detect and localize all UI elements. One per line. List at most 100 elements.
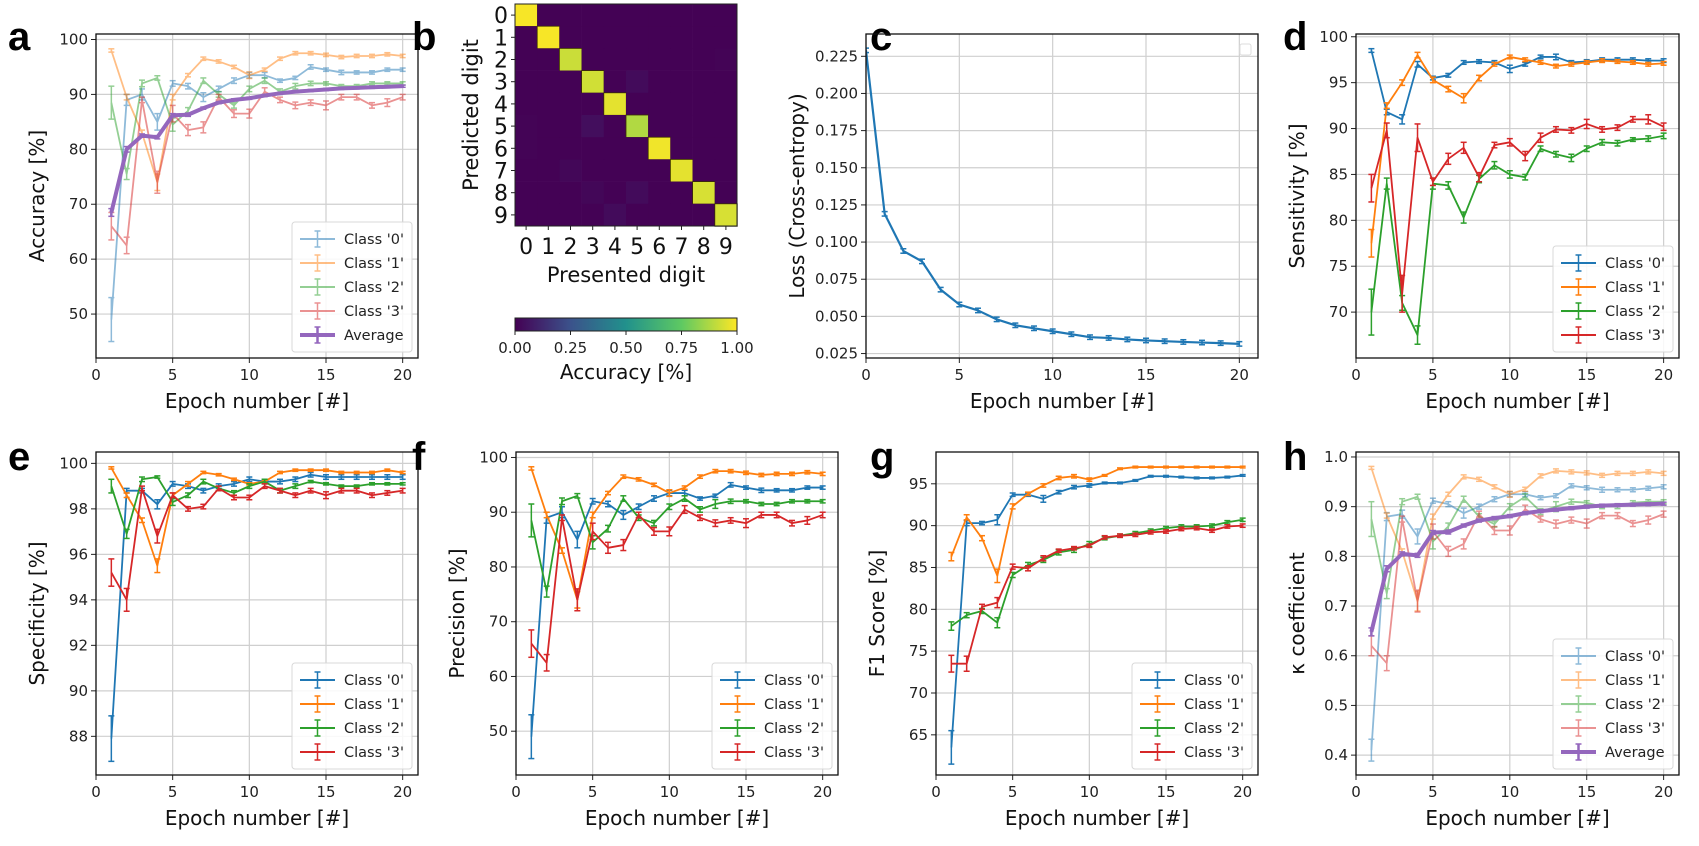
data-point — [1383, 512, 1390, 519]
y-axis-label: Sensitivity [%] — [1285, 123, 1309, 268]
data-point — [620, 509, 627, 521]
legend-symbol — [300, 230, 335, 248]
y-tick-label: 90 — [909, 517, 928, 535]
legend-label: Class '0' — [344, 232, 404, 248]
data-point — [1105, 334, 1112, 341]
data-point — [819, 498, 826, 504]
data-point — [963, 655, 970, 672]
y-tick-label: 98 — [69, 500, 88, 518]
data-point — [384, 473, 391, 481]
x-tick-label: 0 — [861, 366, 871, 384]
heatmap-cell — [603, 26, 627, 49]
data-point — [666, 489, 673, 498]
legend-symbol — [300, 743, 335, 761]
y-tick-label: 65 — [909, 726, 928, 744]
data-point — [1522, 150, 1529, 162]
data-point — [292, 89, 299, 94]
data-point — [1429, 177, 1436, 187]
y-tick-label: 75 — [1329, 257, 1348, 275]
data-point — [307, 88, 314, 93]
heatmap-cell — [692, 26, 716, 49]
data-point — [1163, 465, 1169, 469]
data-point — [804, 469, 811, 475]
heatmap-cell — [603, 4, 627, 27]
data-point — [1132, 465, 1139, 469]
series-line — [530, 494, 823, 593]
data-point — [1491, 61, 1498, 67]
heatmap-cell — [714, 181, 738, 205]
x-tick-label: 5 — [588, 783, 598, 801]
data-point — [292, 468, 299, 473]
data-point — [323, 87, 329, 92]
x-tick-label: 10 — [240, 366, 259, 384]
x-tick-label: 15 — [1156, 783, 1175, 801]
data-point — [399, 93, 406, 101]
data-point — [1629, 115, 1636, 123]
data-point — [323, 52, 329, 58]
data-point — [1414, 51, 1421, 59]
legend-label: Average — [1605, 745, 1665, 761]
heatmap-cell — [692, 159, 716, 182]
data-point — [1460, 141, 1467, 155]
y-axis-label: Specificity [%] — [25, 541, 49, 685]
panel-letter: g — [870, 435, 894, 479]
data-point — [384, 98, 391, 108]
y-tick-label: 94 — [69, 591, 88, 609]
heatmap-cell — [559, 181, 582, 205]
data-point — [1071, 484, 1077, 490]
data-point — [666, 526, 673, 537]
heatmap-cell — [537, 70, 560, 94]
data-point — [727, 481, 734, 488]
x-tick-label: 0 — [511, 783, 521, 801]
data-point — [307, 64, 314, 70]
data-point — [1552, 150, 1559, 158]
heatmap-cell — [537, 92, 560, 116]
legend-item: Class '1' — [1140, 695, 1244, 713]
data-point — [108, 207, 115, 218]
data-point — [292, 101, 299, 110]
heatmap-cell — [603, 203, 627, 227]
series-line — [110, 467, 403, 567]
x-tick-label: 10 — [1043, 366, 1062, 384]
x-tick-label: 5 — [1428, 366, 1438, 384]
y-tick-label: 3 — [494, 71, 508, 96]
data-point — [246, 85, 253, 93]
x-axis-label: Epoch number [#] — [1425, 806, 1609, 830]
data-point — [1368, 465, 1375, 471]
heatmap-cell — [581, 48, 605, 71]
data-point — [589, 497, 596, 505]
heatmap-cell — [515, 92, 538, 116]
data-point — [804, 515, 811, 526]
data-point — [1506, 54, 1513, 60]
data-point — [1086, 483, 1093, 488]
colorbar — [514, 317, 738, 332]
data-point — [1583, 118, 1590, 130]
data-point — [307, 80, 314, 87]
data-point — [1506, 490, 1513, 498]
series-class1 — [528, 466, 826, 609]
legend-item: Class '1' — [300, 695, 404, 713]
data-point — [323, 468, 329, 473]
series-line — [110, 66, 403, 320]
x-tick-label: 15 — [316, 366, 335, 384]
legend-label: Class '0' — [764, 673, 824, 689]
series-line — [109, 84, 403, 213]
legend-item: Class '1' — [300, 254, 404, 272]
plot-frame — [865, 33, 1259, 359]
data-point — [1383, 177, 1390, 190]
data-point — [1239, 523, 1246, 529]
data-point — [1506, 64, 1513, 74]
data-point — [185, 505, 191, 512]
data-point — [900, 248, 907, 254]
data-point — [1163, 529, 1169, 534]
legend-symbol — [1561, 695, 1596, 713]
data-point — [620, 495, 627, 503]
y-tick-label: 80 — [69, 140, 88, 158]
data-point — [1193, 465, 1200, 469]
data-point — [1147, 529, 1154, 535]
data-point — [231, 494, 237, 501]
data-point — [743, 470, 749, 476]
data-point — [1143, 337, 1149, 344]
series-class1 — [108, 466, 406, 574]
data-point — [712, 519, 719, 528]
